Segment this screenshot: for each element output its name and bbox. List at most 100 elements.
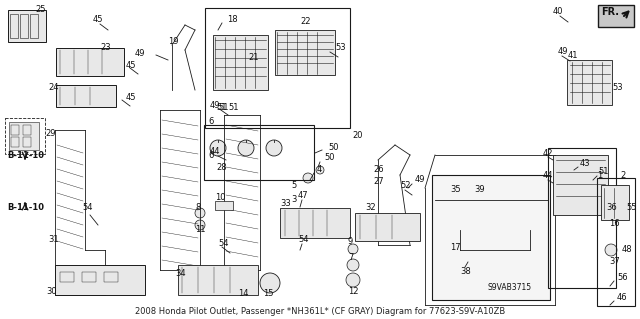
Text: 45: 45: [93, 16, 104, 25]
Circle shape: [260, 273, 280, 293]
Text: 19: 19: [168, 36, 179, 46]
Text: 51: 51: [228, 102, 239, 112]
Text: 24: 24: [48, 83, 58, 92]
Bar: [432, 175, 550, 300]
Bar: [55, 265, 145, 295]
Text: 38: 38: [460, 266, 471, 276]
Bar: [30, 14, 38, 38]
Text: 6: 6: [208, 117, 213, 127]
Text: 31: 31: [48, 235, 59, 244]
Text: 45: 45: [126, 61, 136, 70]
Text: 35: 35: [450, 186, 461, 195]
Text: FR.: FR.: [601, 7, 619, 17]
Text: 25: 25: [35, 5, 45, 14]
Circle shape: [195, 208, 205, 218]
Text: 30: 30: [46, 286, 56, 295]
Bar: [567, 60, 612, 105]
Bar: [205, 8, 350, 128]
Text: 51: 51: [218, 102, 228, 112]
Bar: [9, 122, 39, 150]
Text: 29: 29: [45, 129, 56, 137]
Text: 28: 28: [216, 164, 227, 173]
Bar: [553, 155, 608, 215]
Bar: [11, 125, 19, 135]
Text: B-11-10: B-11-10: [7, 151, 44, 160]
Text: 53: 53: [612, 84, 623, 93]
Text: 52: 52: [400, 182, 410, 190]
Bar: [8, 10, 46, 42]
Text: 8: 8: [195, 203, 200, 211]
Text: 49: 49: [210, 100, 221, 109]
Text: 10: 10: [215, 194, 225, 203]
Bar: [56, 48, 124, 76]
Text: 11: 11: [195, 226, 205, 234]
Bar: [598, 5, 634, 27]
Text: 15: 15: [263, 288, 273, 298]
Text: 26: 26: [373, 166, 383, 174]
Circle shape: [195, 220, 205, 230]
Text: 37: 37: [609, 257, 620, 266]
Text: 21: 21: [248, 54, 259, 63]
Bar: [178, 265, 258, 295]
Text: 14: 14: [238, 288, 248, 298]
Bar: [20, 14, 28, 38]
Text: 16: 16: [609, 219, 620, 227]
Bar: [104, 272, 118, 282]
Circle shape: [303, 173, 313, 183]
Text: 55: 55: [626, 204, 637, 212]
Text: 56: 56: [617, 272, 628, 281]
Text: 51: 51: [598, 167, 609, 176]
Text: 41: 41: [568, 50, 579, 60]
Bar: [355, 213, 420, 241]
Circle shape: [266, 140, 282, 156]
Text: 49: 49: [415, 175, 426, 184]
Circle shape: [348, 244, 358, 254]
Text: 34: 34: [175, 269, 186, 278]
Text: 2008 Honda Pilot Outlet, Passenger *NH361L* (CF GRAY) Diagram for 77623-S9V-A10Z: 2008 Honda Pilot Outlet, Passenger *NH36…: [135, 308, 505, 316]
Text: 44: 44: [543, 172, 554, 181]
Text: 3: 3: [291, 196, 296, 204]
Text: 49: 49: [558, 48, 568, 56]
Bar: [23, 137, 31, 147]
Bar: [82, 272, 96, 282]
Text: 48: 48: [622, 246, 632, 255]
Text: 54: 54: [298, 235, 308, 244]
Bar: [10, 14, 18, 38]
Text: S9VAB3715: S9VAB3715: [487, 283, 531, 292]
Text: 9: 9: [348, 238, 353, 247]
Text: 47: 47: [298, 191, 308, 201]
Text: 51: 51: [216, 102, 227, 112]
Text: 22: 22: [300, 18, 310, 26]
Bar: [597, 178, 635, 306]
Bar: [280, 208, 350, 238]
Text: 53: 53: [335, 42, 346, 51]
Circle shape: [347, 259, 359, 271]
Circle shape: [346, 273, 360, 287]
Text: 50: 50: [328, 143, 339, 152]
Text: 18: 18: [227, 14, 237, 24]
Text: 5: 5: [291, 182, 296, 190]
Text: 7: 7: [348, 254, 353, 263]
Text: 33: 33: [280, 198, 291, 207]
Text: 45: 45: [126, 93, 136, 101]
Text: 49: 49: [135, 48, 145, 57]
Text: 54: 54: [218, 239, 228, 248]
Bar: [5, 118, 45, 154]
Text: 20: 20: [352, 130, 362, 139]
Text: 36: 36: [606, 204, 617, 212]
Bar: [601, 185, 629, 220]
Text: B-11-10: B-11-10: [7, 203, 44, 211]
Text: 12: 12: [348, 286, 358, 295]
Bar: [215, 201, 233, 210]
Circle shape: [605, 244, 617, 256]
Bar: [204, 125, 314, 180]
Text: 54: 54: [82, 204, 93, 212]
Text: 44: 44: [210, 147, 221, 157]
Text: 43: 43: [580, 160, 591, 168]
Bar: [56, 85, 116, 107]
Text: 32: 32: [365, 204, 376, 212]
Circle shape: [238, 140, 254, 156]
Text: 4: 4: [317, 165, 323, 174]
Circle shape: [236, 273, 256, 293]
Text: 1: 1: [597, 170, 602, 180]
